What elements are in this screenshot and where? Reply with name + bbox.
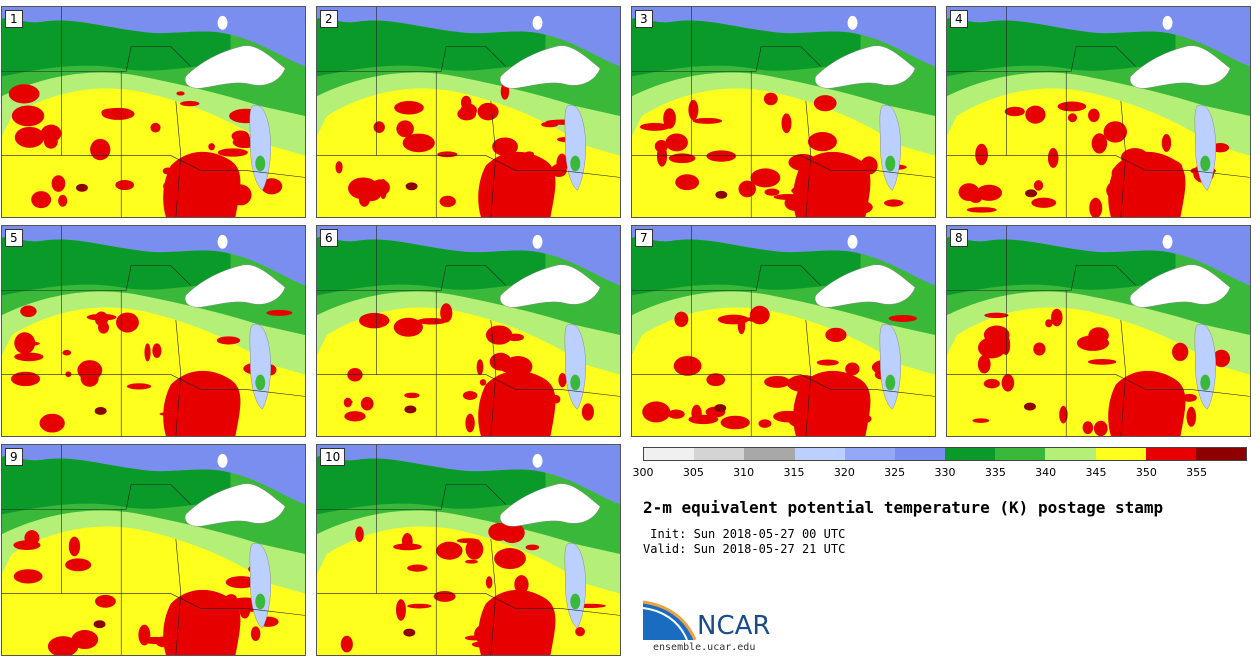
colorbar-segment: [1095, 448, 1146, 460]
colorbar-tick-label: 350: [1135, 466, 1157, 479]
colorbar-segment: [844, 448, 895, 460]
ensemble-member-map: 7: [631, 225, 936, 437]
colorbar-ticks: 300 305 310 315 320 325 330 335 340 345 350 355: [633, 466, 1247, 480]
member-number-label: 1: [5, 10, 23, 28]
colorbar-segment: [894, 448, 946, 460]
ncar-logo-icon: [643, 600, 697, 641]
ensemble-member-map: 5: [1, 225, 306, 437]
ensemble-member-map: 9: [1, 444, 306, 656]
colorbar-tick-label: 345: [1085, 466, 1107, 479]
colorbar-tick-label: 310: [733, 466, 755, 479]
colorbar-segment: [945, 448, 996, 460]
colorbar-segment: [744, 448, 795, 460]
member-number-label: 5: [5, 229, 23, 247]
colorbar-tick-label: 305: [682, 466, 704, 479]
page-title: 2-m equivalent potential temperature (K)…: [643, 498, 1164, 517]
colorbar-segment: [1045, 448, 1096, 460]
member-number-label: 2: [320, 10, 338, 28]
colorbar-segment: [794, 448, 845, 460]
member-number-label: 4: [950, 10, 968, 28]
colorbar-segment: [644, 448, 695, 460]
colorbar-tick-label: 300: [632, 466, 654, 479]
colorbar-tick-label: 330: [934, 466, 956, 479]
colorbar-tick-label: 335: [984, 466, 1006, 479]
ncar-logo-text: NCAR: [697, 611, 771, 641]
member-number-label: 7: [635, 229, 653, 247]
colorbar-tick-label: 315: [783, 466, 805, 479]
ensemble-member-map: 3: [631, 6, 936, 218]
member-number-label: 10: [320, 448, 346, 466]
colorbar-tick-label: 325: [884, 466, 906, 479]
init-time: Init: Sun 2018-05-27 00 UTC: [643, 527, 846, 541]
member-number-label: 6: [320, 229, 338, 247]
logo-url: ensemble.ucar.edu: [653, 642, 756, 653]
colorbar: [643, 447, 1247, 461]
ensemble-member-map: 4: [946, 6, 1251, 218]
colorbar-segment: [694, 448, 745, 460]
member-number-label: 8: [950, 229, 968, 247]
ensemble-member-map: 6: [316, 225, 621, 437]
ensemble-member-map: 2: [316, 6, 621, 218]
ensemble-member-map: 10: [316, 444, 621, 656]
colorbar-tick-label: 340: [1035, 466, 1057, 479]
colorbar-tick-label: 320: [833, 466, 855, 479]
colorbar-segment: [1195, 448, 1247, 460]
colorbar-tick-label: 355: [1186, 466, 1208, 479]
ensemble-member-map: 8: [946, 225, 1251, 437]
member-number-label: 3: [635, 10, 653, 28]
ensemble-member-map: 1: [1, 6, 306, 218]
valid-time: Valid: Sun 2018-05-27 21 UTC: [643, 542, 846, 556]
member-number-label: 9: [5, 448, 23, 466]
colorbar-segment: [1145, 448, 1196, 460]
colorbar-segment: [995, 448, 1046, 460]
